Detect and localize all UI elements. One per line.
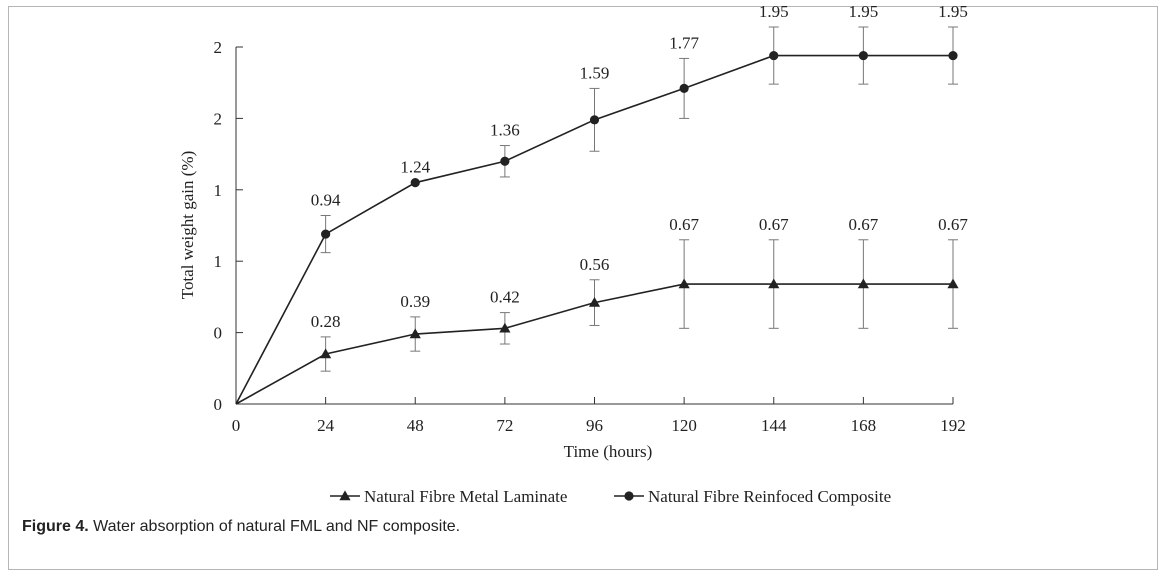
legend-label: Natural Fibre Reinfoced Composite bbox=[648, 487, 891, 506]
legend-item-natural-fibre-reinfoced-composite: Natural Fibre Reinfoced Composite bbox=[614, 487, 891, 506]
figure-caption-text: Water absorption of natural FML and NF c… bbox=[88, 518, 461, 535]
data-label: 0.67 bbox=[759, 215, 789, 234]
data-point bbox=[947, 278, 959, 289]
data-point bbox=[768, 278, 780, 289]
y-tick-label: 2 bbox=[214, 38, 223, 57]
data-label: 1.95 bbox=[759, 2, 789, 21]
data-label: 0.42 bbox=[490, 288, 520, 307]
data-point bbox=[948, 50, 958, 61]
data-point bbox=[857, 278, 869, 289]
data-point bbox=[410, 178, 420, 188]
x-tick-label: 48 bbox=[407, 416, 424, 435]
y-tick-label: 1 bbox=[214, 181, 223, 200]
data-label: 0.28 bbox=[311, 312, 341, 331]
data-label: 0.39 bbox=[400, 292, 430, 311]
data-label: 0.67 bbox=[938, 215, 968, 234]
data-label: 0.56 bbox=[580, 255, 610, 274]
legend-marker bbox=[624, 491, 634, 501]
data-label: 0.67 bbox=[669, 215, 699, 234]
data-point bbox=[500, 156, 510, 166]
data-point bbox=[679, 83, 689, 94]
y-tick-label: 0 bbox=[214, 324, 223, 343]
series-natural-fibre-metal-laminate: 0.28 0.39 0.42 0.56 0.67 0.67 0.67 0.67 bbox=[235, 215, 968, 405]
x-tick-label: 144 bbox=[761, 416, 787, 435]
y-tick-label: 2 bbox=[214, 109, 223, 128]
data-point bbox=[858, 50, 868, 61]
x-tick-label: 168 bbox=[851, 416, 877, 435]
figure-caption: Figure 4. Water absorption of natural FM… bbox=[22, 518, 460, 536]
x-tick-label: 120 bbox=[671, 416, 697, 435]
y-tick-label: 1 bbox=[214, 252, 223, 271]
data-label: 0.94 bbox=[311, 191, 341, 210]
legend-label: Natural Fibre Metal Laminate bbox=[364, 487, 567, 506]
x-tick-label: 24 bbox=[317, 416, 335, 435]
y-tick-label: 0 bbox=[214, 395, 223, 414]
figure-caption-label: Figure 4. bbox=[22, 518, 89, 535]
data-point bbox=[409, 328, 421, 339]
data-label: 1.95 bbox=[849, 2, 879, 21]
x-tick-label: 192 bbox=[940, 416, 966, 435]
data-label: 0.67 bbox=[849, 215, 879, 234]
data-point bbox=[769, 50, 779, 61]
chart-legend: Natural Fibre Metal Laminate Natural Fibr… bbox=[330, 487, 891, 506]
y-axis-label: Total weight gain (%) bbox=[178, 151, 197, 299]
data-point bbox=[321, 229, 331, 239]
chart-series-layer: 0.28 0.39 0.42 0.56 0.67 0.67 0.67 0.67 0.94 1.24… bbox=[235, 2, 968, 405]
x-tick-label: 0 bbox=[232, 416, 241, 435]
figure-frame bbox=[8, 6, 1158, 570]
data-point bbox=[499, 322, 511, 333]
legend-marker bbox=[339, 490, 351, 501]
legend-item-natural-fibre-metal-laminate: Natural Fibre Metal Laminate bbox=[330, 487, 567, 506]
data-label: 1.95 bbox=[938, 2, 968, 21]
x-axis-label: Time (hours) bbox=[564, 442, 653, 461]
data-point bbox=[678, 278, 690, 289]
data-point bbox=[320, 348, 332, 359]
data-label: 1.24 bbox=[400, 158, 430, 177]
data-label: 1.77 bbox=[669, 33, 699, 52]
series-natural-fibre-reinfoced-composite: 0.94 1.24 1.36 1.59 1.77 1.95 1.95 1.95 bbox=[235, 2, 968, 405]
x-tick-label: 96 bbox=[586, 416, 603, 435]
data-point bbox=[588, 297, 601, 307]
data-label: 1.36 bbox=[490, 121, 520, 140]
data-label: 1.59 bbox=[580, 63, 610, 82]
x-tick-label: 72 bbox=[496, 416, 513, 435]
data-point bbox=[589, 115, 600, 125]
